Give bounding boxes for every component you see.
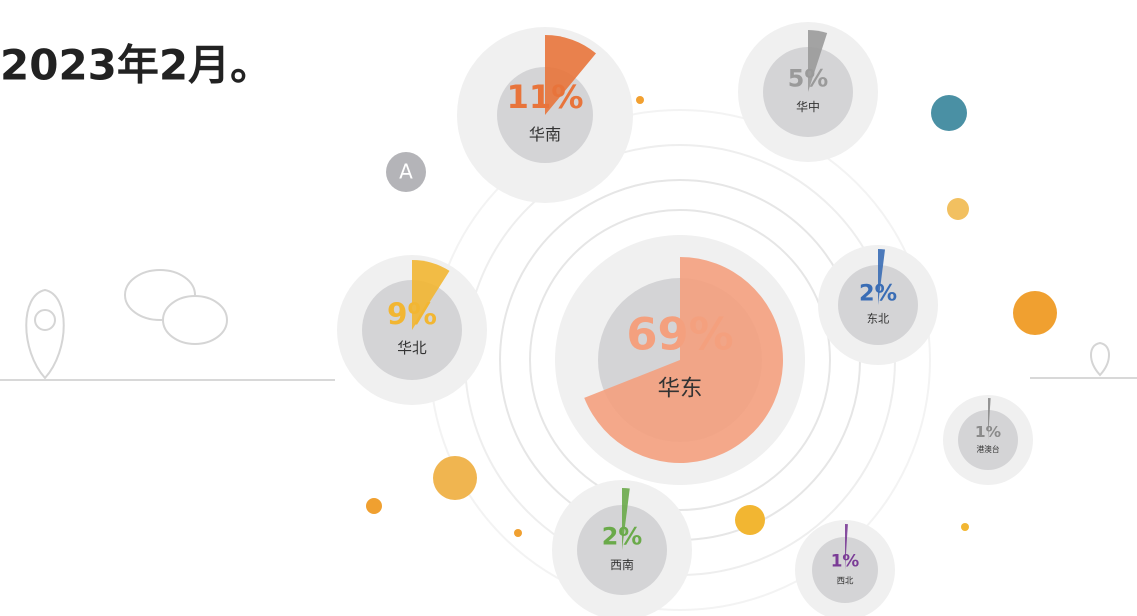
value-label: 5% — [788, 65, 829, 93]
page: {"chart_data": {"type": "pie-multiples",… — [0, 0, 1137, 616]
category-label: 华东 — [658, 375, 703, 401]
category-label: 华南 — [529, 125, 561, 144]
value-label: 9% — [387, 297, 437, 331]
value-label: 2% — [859, 280, 897, 306]
category-label: 港澳台 — [976, 444, 999, 454]
category-label: 东北 — [867, 312, 889, 325]
category-label: 西北 — [837, 575, 854, 585]
value-label: 1% — [975, 423, 1001, 441]
chart: A 2023年2月。 69% 华东 11% 华南 5% 华中 9% 华北 2% 东北 1% 港澳台 2%… — [0, 0, 1137, 616]
category-label: 华中 — [796, 100, 820, 114]
title: 2023年2月。 — [0, 41, 272, 90]
svg-text:A: A — [399, 160, 413, 184]
category-label: 西南 — [610, 558, 634, 572]
value-label: 11% — [506, 78, 583, 116]
value-label: 1% — [831, 551, 860, 571]
value-label: 69% — [626, 308, 733, 361]
category-label: 华北 — [397, 340, 427, 357]
value-label: 2% — [602, 523, 643, 551]
